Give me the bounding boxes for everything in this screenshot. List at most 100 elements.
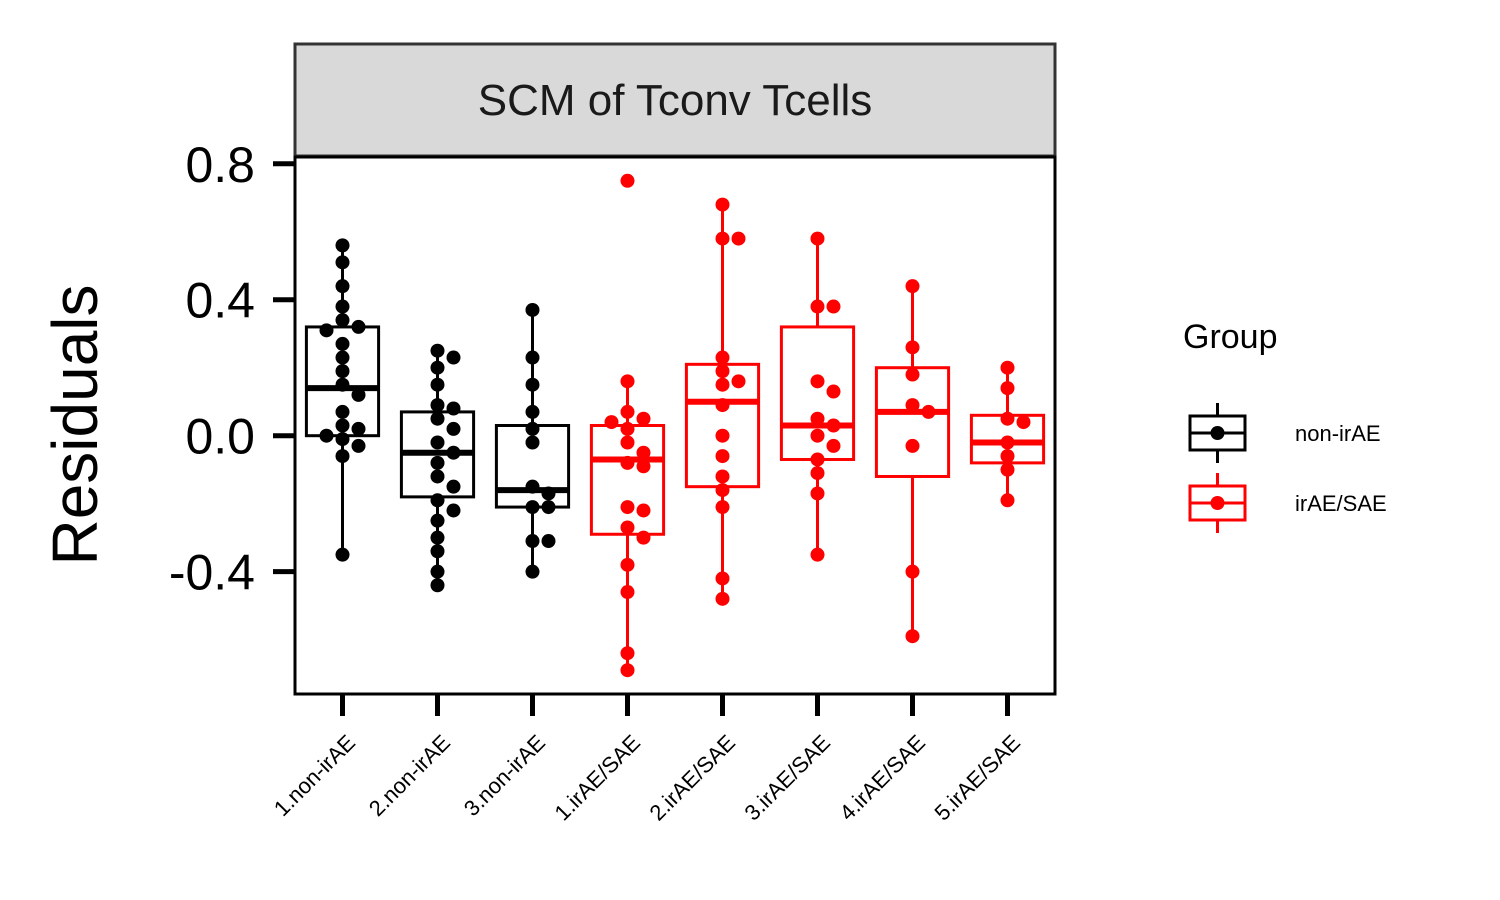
data-point — [921, 404, 936, 419]
data-point — [715, 231, 730, 246]
data-point — [715, 500, 730, 515]
data-point — [905, 398, 920, 413]
data-point — [905, 629, 920, 644]
data-point — [715, 483, 730, 498]
data-point — [1016, 415, 1031, 430]
data-point — [430, 544, 445, 559]
data-point — [446, 350, 461, 365]
data-point — [430, 411, 445, 426]
data-point — [1000, 462, 1015, 477]
data-point — [430, 360, 445, 375]
data-point — [335, 313, 350, 328]
data-point — [620, 663, 635, 678]
data-point — [351, 421, 366, 436]
data-point — [351, 387, 366, 402]
data-point — [335, 547, 350, 562]
data-point — [604, 415, 619, 430]
x-tick-label: 2.non-irAE — [364, 730, 455, 821]
data-point — [525, 421, 540, 436]
data-point — [620, 557, 635, 572]
data-point — [1000, 381, 1015, 396]
data-point — [335, 404, 350, 419]
data-point — [620, 455, 635, 470]
data-point — [430, 513, 445, 528]
data-point — [715, 364, 730, 379]
data-point — [620, 520, 635, 535]
data-point — [905, 279, 920, 294]
data-point — [905, 564, 920, 579]
data-point — [319, 428, 334, 443]
data-point — [446, 479, 461, 494]
legend: Group non-irAE irAE/SAE — [1183, 318, 1387, 533]
data-point — [620, 421, 635, 436]
data-point — [810, 486, 825, 501]
data-point — [430, 377, 445, 392]
data-point — [525, 350, 540, 365]
data-point — [335, 432, 350, 447]
data-point — [731, 231, 746, 246]
data-point — [826, 384, 841, 399]
x-tick-label: 2.irAE/SAE — [645, 730, 740, 825]
facet-strip — [293, 42, 1057, 158]
data-point — [335, 336, 350, 351]
data-point — [636, 530, 651, 545]
data-point — [335, 238, 350, 253]
data-point — [905, 438, 920, 453]
data-point — [620, 404, 635, 419]
data-point — [620, 646, 635, 661]
legend-key-non-irae — [1188, 403, 1247, 463]
point-layer — [319, 173, 1031, 678]
data-point — [335, 449, 350, 464]
y-axis: -0.4 0.0 0.4 0.8 — [169, 137, 295, 601]
data-point — [731, 374, 746, 389]
legend-label: non-irAE — [1295, 421, 1381, 446]
data-point — [525, 534, 540, 549]
data-point — [430, 455, 445, 470]
x-tick-label: 4.irAE/SAE — [835, 730, 930, 825]
data-point — [335, 279, 350, 294]
data-point — [810, 231, 825, 246]
x-tick-label: 5.irAE/SAE — [930, 730, 1025, 825]
data-point — [810, 411, 825, 426]
data-point — [620, 173, 635, 188]
legend-key-irae-sae — [1188, 473, 1247, 533]
y-tick-label: 0.0 — [185, 409, 255, 465]
data-point — [1000, 411, 1015, 426]
y-axis-title: Residuals — [39, 284, 111, 565]
data-point — [905, 340, 920, 355]
data-point — [430, 469, 445, 484]
data-point — [541, 500, 556, 515]
data-point — [826, 438, 841, 453]
data-point — [1000, 435, 1015, 450]
y-tick-label: -0.4 — [169, 545, 255, 601]
data-point — [636, 459, 651, 474]
data-point — [335, 255, 350, 270]
x-tick-label: 3.irAE/SAE — [740, 730, 835, 825]
data-point — [430, 578, 445, 593]
data-point — [715, 591, 730, 606]
data-point — [525, 435, 540, 450]
data-point — [525, 302, 540, 317]
data-point — [351, 438, 366, 453]
data-point — [525, 377, 540, 392]
data-point — [715, 377, 730, 392]
data-point — [541, 486, 556, 501]
data-point — [715, 398, 730, 413]
data-point — [430, 564, 445, 579]
data-point — [810, 374, 825, 389]
data-point — [636, 503, 651, 518]
data-point — [810, 299, 825, 314]
data-point — [541, 534, 556, 549]
data-point — [715, 350, 730, 365]
data-point — [715, 469, 730, 484]
data-point — [525, 404, 540, 419]
data-point — [620, 435, 635, 450]
data-point — [319, 323, 334, 338]
data-point — [810, 547, 825, 562]
data-point — [430, 530, 445, 545]
x-tick-label: 1.irAE/SAE — [550, 730, 645, 825]
data-point — [525, 564, 540, 579]
data-point — [1000, 493, 1015, 508]
legend-title: Group — [1183, 318, 1278, 356]
